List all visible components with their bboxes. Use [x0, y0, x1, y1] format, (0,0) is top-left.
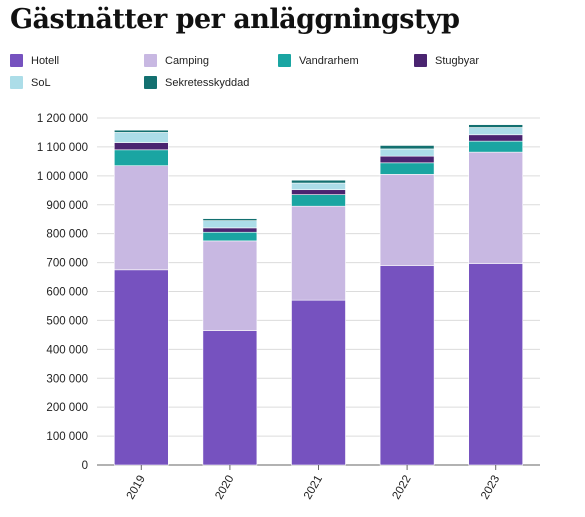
legend-item-vandrarhem: Vandrarhem — [278, 54, 359, 67]
bar-segment-camping-2022 — [379, 174, 435, 266]
bar-segment-sol-2022 — [379, 148, 435, 157]
bar-segment-stugbyar-2021 — [291, 189, 346, 195]
bar-segment-camping-2023 — [468, 151, 524, 264]
x-tick-label-2021: 2021 — [302, 474, 325, 502]
bar-segment-vandrarhem-2023 — [468, 140, 524, 153]
legend-label-sekretesskyddad: Sekretesskyddad — [165, 76, 250, 89]
legend-item-stugbyar: Stugbyar — [414, 54, 479, 67]
bar-segment-sekretesskyddad-2022 — [379, 145, 435, 150]
bar-segment-hotell-2020 — [202, 330, 258, 466]
legend-swatch-sol — [10, 76, 23, 89]
legend-label-stugbyar: Stugbyar — [435, 54, 480, 67]
legend-item-camping: Camping — [144, 54, 209, 67]
bar-segment-stugbyar-2020 — [202, 227, 258, 233]
y-tick-label: 400 000 — [46, 344, 88, 356]
x-tick-label-2022: 2022 — [391, 474, 414, 502]
chart-title: Gästnätter per anläggningstyp — [10, 4, 460, 35]
bar-segment-vandrarhem-2019 — [114, 149, 169, 167]
y-tick-label: 100 000 — [46, 431, 88, 443]
legend-label-vandrarhem: Vandrarhem — [299, 54, 359, 67]
bar-segment-sol-2021 — [291, 182, 346, 191]
y-tick-label: 500 000 — [46, 315, 88, 327]
y-tick-label: 900 000 — [46, 200, 88, 212]
bar-segment-camping-2021 — [291, 205, 346, 301]
legend-label-camping: Camping — [165, 54, 210, 67]
legend-swatch-camping — [144, 54, 157, 67]
bar-segment-sekretesskyddad-2019 — [114, 129, 169, 133]
bar-segment-sekretesskyddad-2023 — [468, 124, 524, 128]
bar-segment-sekretesskyddad-2020 — [202, 218, 258, 221]
y-tick-label: 800 000 — [46, 229, 88, 241]
x-tick-label-2023: 2023 — [479, 474, 502, 502]
x-tick-label-2020: 2020 — [213, 474, 236, 502]
y-tick-label: 700 000 — [46, 258, 88, 270]
y-tick-label: 0 — [82, 460, 88, 472]
legend-swatch-sekretesskyddad — [144, 76, 157, 89]
y-tick-label: 300 000 — [46, 373, 88, 385]
bar-segment-stugbyar-2022 — [379, 155, 435, 164]
bar-segment-hotell-2019 — [114, 269, 169, 466]
bar-segment-vandrarhem-2021 — [291, 194, 346, 207]
legend-label-hotell: Hotell — [31, 54, 60, 67]
y-tick-label: 1 100 000 — [37, 142, 88, 154]
bar-segment-sol-2019 — [114, 132, 169, 143]
bar-segment-sekretesskyddad-2021 — [291, 179, 346, 184]
legend-swatch-hotell — [10, 54, 23, 67]
legend-item-hotell: Hotell — [10, 54, 59, 67]
bar-segment-hotell-2023 — [468, 263, 524, 466]
y-tick-label: 600 000 — [46, 287, 88, 299]
bar-segment-stugbyar-2019 — [114, 142, 169, 151]
bar-segment-hotell-2021 — [291, 299, 346, 466]
bar-segment-camping-2019 — [114, 165, 169, 271]
legend-item-sekretesskyddad: Sekretesskyddad — [144, 76, 249, 89]
bar-segment-hotell-2022 — [379, 265, 435, 466]
chart-legend: Hotell Camping Vandrarhem Stugbyar SoL S… — [10, 54, 585, 94]
x-tick-label-2019: 2019 — [125, 474, 148, 502]
legend-swatch-stugbyar — [414, 54, 427, 67]
legend-item-sol: SoL — [10, 76, 51, 89]
y-tick-label: 200 000 — [46, 402, 88, 414]
bar-segment-vandrarhem-2020 — [202, 231, 258, 242]
bar-segment-vandrarhem-2022 — [379, 162, 435, 175]
legend-label-sol: SoL — [31, 76, 51, 89]
bar-segment-sol-2020 — [202, 220, 258, 229]
y-tick-label: 1 200 000 — [37, 113, 88, 125]
legend-swatch-vandrarhem — [278, 54, 291, 67]
y-tick-label: 1 000 000 — [37, 171, 88, 183]
bar-segment-sol-2023 — [468, 127, 524, 136]
bar-segment-stugbyar-2023 — [468, 134, 524, 142]
bar-segment-camping-2020 — [202, 240, 258, 331]
